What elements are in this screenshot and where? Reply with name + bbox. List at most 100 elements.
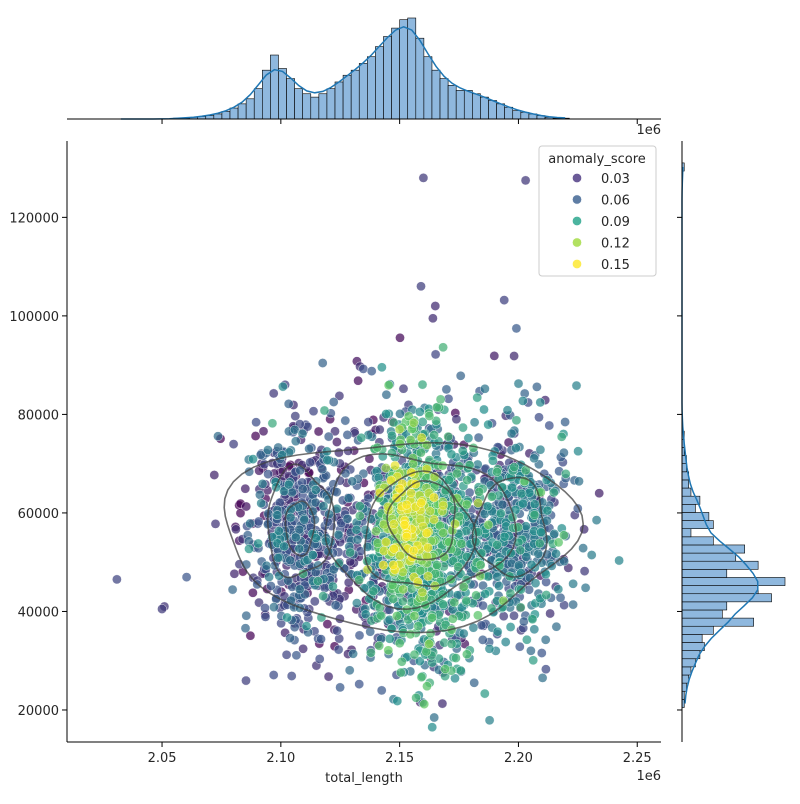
scatter-point — [352, 598, 362, 608]
scatter-point — [416, 432, 427, 443]
top-hist-bar — [367, 56, 376, 120]
scatter-point — [475, 560, 486, 570]
scatter-point — [578, 543, 588, 553]
scatter-point — [352, 534, 363, 545]
scatter-point — [424, 639, 434, 649]
scatter-point — [440, 664, 451, 674]
scatter-point — [416, 447, 426, 458]
top-hist-bar — [278, 68, 287, 120]
legend-label: 0.06 — [601, 194, 630, 209]
scatter-point — [545, 608, 555, 619]
scatter-point — [469, 677, 480, 688]
scatter-point — [297, 428, 308, 439]
kde-contour — [363, 470, 478, 588]
kde-contour — [223, 441, 585, 634]
scatter-point — [417, 587, 428, 598]
scatter-point — [334, 391, 345, 401]
top-hist-bar — [415, 37, 425, 120]
scatter-point — [297, 484, 308, 494]
scatter-point — [256, 498, 267, 509]
scatter-point — [408, 417, 419, 428]
scatter-point — [227, 584, 238, 595]
scatter-point — [323, 671, 334, 682]
scatter-point — [529, 510, 540, 520]
scatter-point — [394, 424, 405, 435]
top-hist-bar — [383, 36, 392, 120]
scatter-point — [451, 414, 462, 425]
scatter-point — [283, 479, 294, 490]
scatter-point — [333, 644, 344, 655]
scatter-point — [334, 447, 344, 458]
scatter-point — [283, 399, 294, 409]
top-hist-bar — [423, 56, 433, 120]
scatter-point — [534, 538, 545, 549]
x-tick-label: 2.05 — [148, 751, 177, 766]
scatter-point — [290, 411, 301, 421]
main-axes: 2.05 2.10 2.15 2.20 2.25 20000 40000 60000 80000… — [9, 141, 661, 766]
legend-entries: 0.03 0.06 0.09 0.12 0.15 — [572, 172, 630, 273]
x-axis-offset-label: 1e6 — [636, 769, 661, 784]
top-hist-bar — [229, 107, 239, 120]
scatter-point — [403, 411, 414, 422]
scatter-point — [290, 436, 301, 447]
scatter-point — [431, 402, 442, 413]
scatter-point — [389, 543, 399, 554]
top-hist-bar — [286, 78, 295, 120]
scatter-point — [285, 512, 296, 523]
top-hist-bar — [488, 100, 497, 120]
scatter-point — [381, 409, 391, 419]
scatter-point — [332, 625, 342, 636]
legend-entry: 0.09 — [572, 215, 630, 230]
scatter-point — [492, 540, 502, 550]
scatter-point — [356, 432, 367, 443]
kde-contours — [223, 441, 585, 634]
right-hist-bar — [681, 682, 687, 692]
scatter-point — [317, 464, 328, 475]
right-hist-bar — [681, 487, 692, 497]
legend-entry: 0.15 — [572, 258, 630, 273]
top-hist-bar — [447, 85, 457, 120]
scatter-point — [574, 476, 584, 487]
scatter-point — [614, 555, 624, 566]
scatter-point — [235, 508, 246, 518]
right-hist-bar — [681, 463, 687, 473]
scatter-point — [257, 479, 268, 489]
scatter-point — [328, 581, 338, 592]
scatter-point — [409, 611, 420, 621]
scatter-point — [446, 449, 457, 460]
y-tick-label: 80000 — [18, 408, 59, 423]
scatter-point — [522, 634, 532, 645]
scatter-point — [330, 426, 340, 437]
scatter-point — [405, 629, 416, 640]
scatter-point — [379, 545, 389, 556]
scatter-point — [406, 488, 416, 498]
scatter-point — [483, 519, 494, 530]
kde-contour — [386, 479, 456, 561]
scatter-point — [375, 487, 385, 498]
scatter-point — [532, 382, 542, 392]
top-marginal-histogram — [67, 17, 661, 124]
scatter-point — [268, 388, 279, 399]
right-hist-bar — [681, 609, 723, 619]
kde-contour — [284, 500, 316, 557]
scatter-point — [395, 332, 405, 343]
scatter-point — [409, 649, 420, 660]
scatter-point — [515, 545, 526, 556]
scatter-point — [376, 685, 387, 696]
scatter-point — [383, 380, 394, 391]
top-hist-bar — [294, 88, 303, 120]
scatter-point — [441, 384, 452, 395]
scatter-point — [551, 548, 561, 559]
scatter-point — [354, 575, 365, 585]
x-axis-label: total_length — [325, 771, 403, 786]
right-hist-bar — [681, 528, 692, 538]
scatter-point — [414, 407, 425, 417]
scatter-point — [210, 519, 221, 529]
x-tick-label: 2.10 — [266, 751, 295, 766]
scatter-point — [541, 590, 552, 600]
scatter-point — [363, 417, 374, 427]
legend-entry: 0.12 — [572, 237, 630, 252]
scatter-point — [482, 501, 493, 512]
scatter-point — [438, 528, 449, 538]
scatter-point — [594, 488, 605, 499]
